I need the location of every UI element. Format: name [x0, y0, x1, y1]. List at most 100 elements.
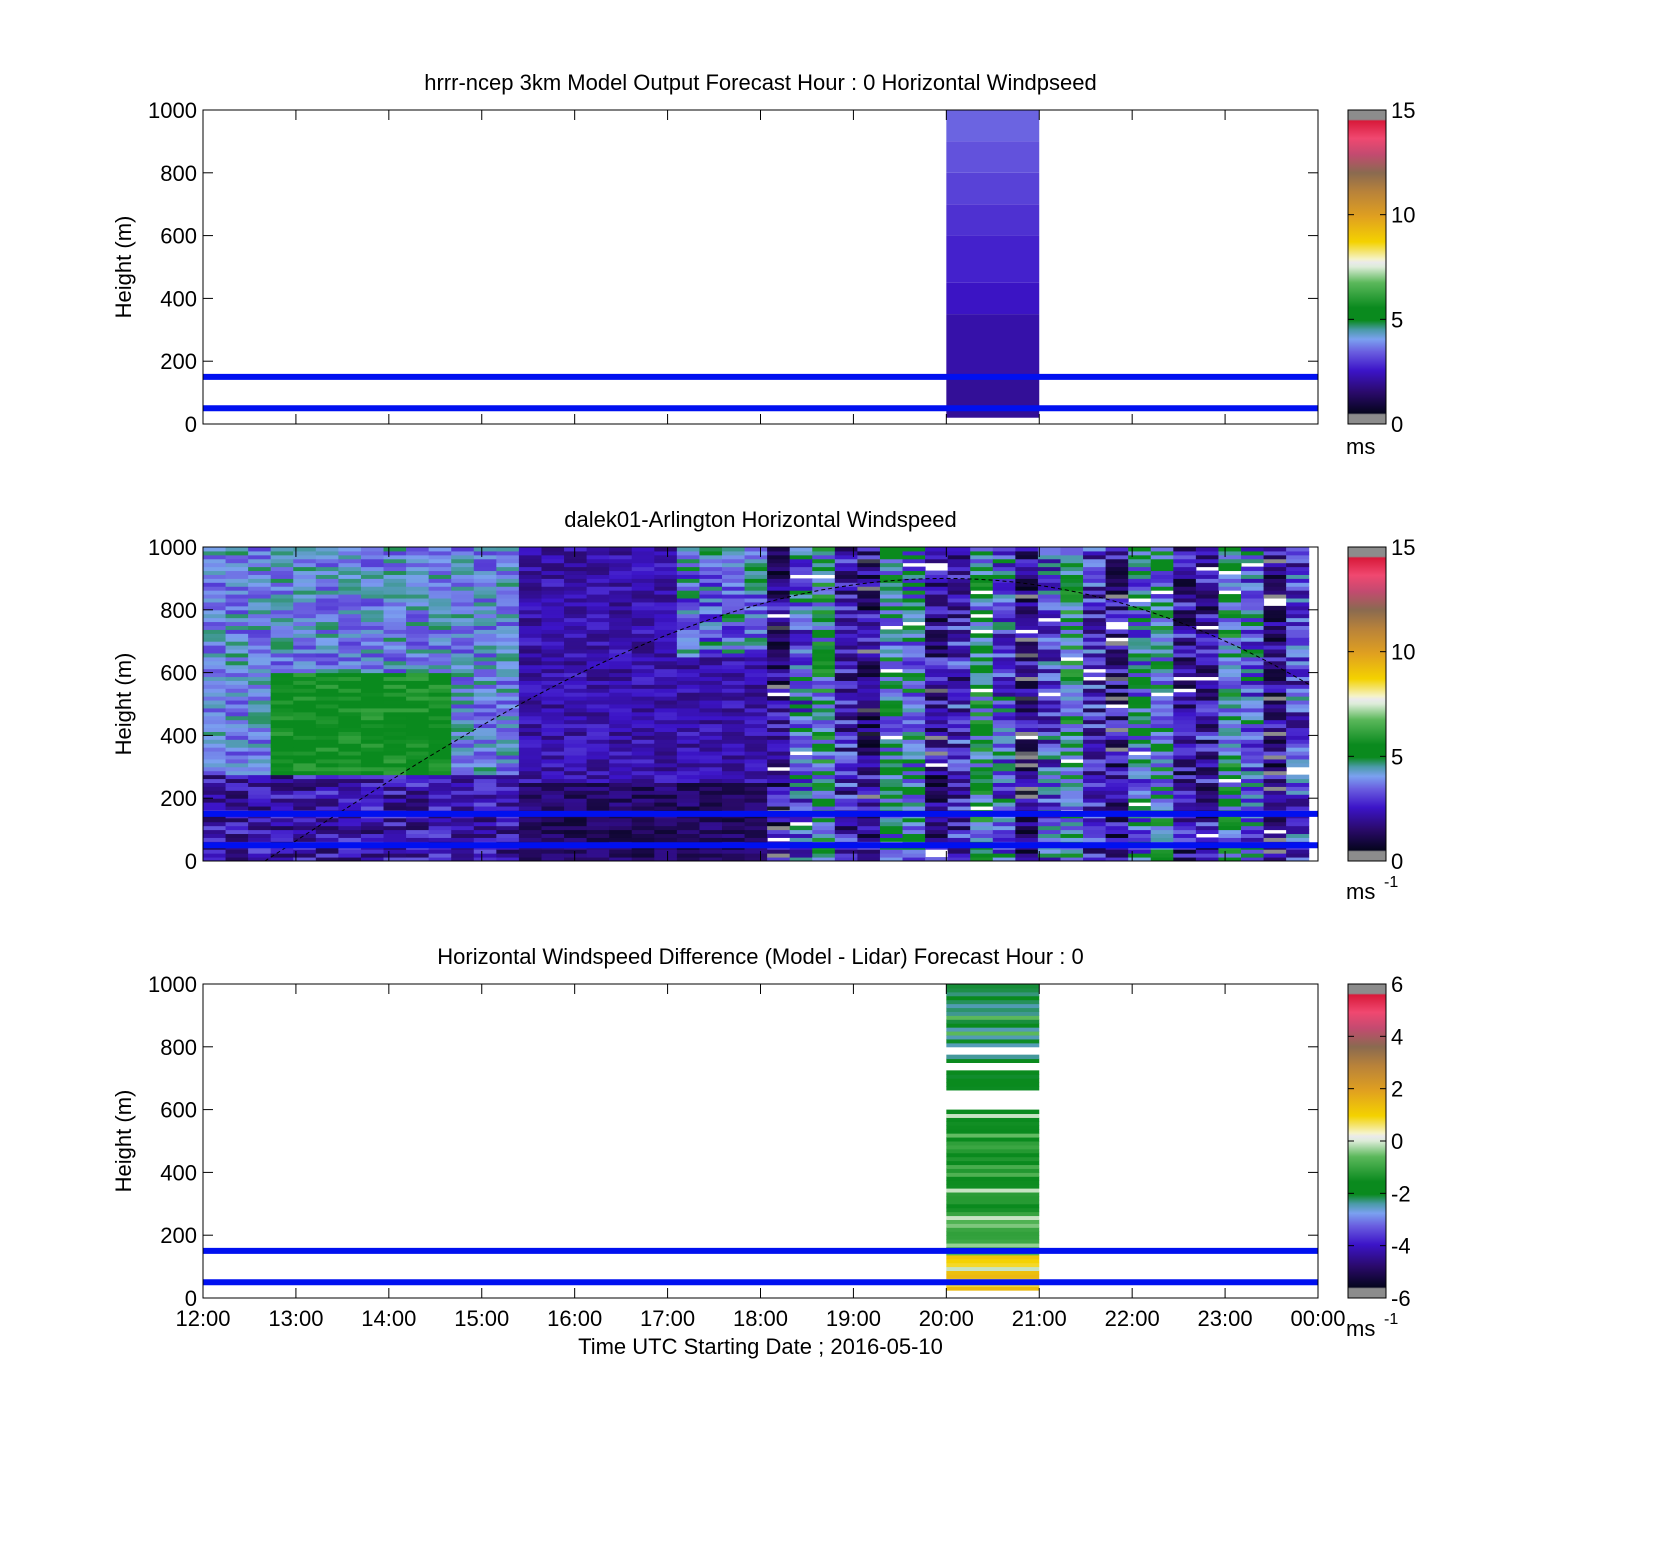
windspeed-cell [1037, 853, 1061, 858]
windspeed-cell [338, 766, 362, 772]
windspeed-cell [1037, 837, 1061, 842]
windspeed-cell [1083, 609, 1107, 615]
windspeed-cell [451, 758, 475, 764]
windspeed-cell [1241, 582, 1265, 587]
windspeed-cell [473, 582, 497, 587]
windspeed-cell [541, 609, 565, 615]
windspeed-cell [631, 586, 655, 591]
windspeed-cell [428, 727, 452, 732]
windspeed-cell [902, 700, 926, 705]
windspeed-cell [1263, 825, 1287, 831]
windspeed-cell [970, 656, 994, 662]
windspeed-cell [564, 731, 588, 736]
x-tick-label: 12:00 [175, 1306, 230, 1331]
windspeed-cell [1241, 664, 1265, 670]
windspeed-cell [992, 590, 1016, 595]
windspeed-cell [1150, 637, 1174, 642]
windspeed-cell [1128, 778, 1152, 783]
windspeed-cell [699, 613, 723, 619]
windspeed-cell [947, 778, 971, 783]
windspeed-cell [992, 684, 1016, 689]
windspeed-cell [586, 758, 610, 764]
windspeed-cell [1150, 790, 1174, 795]
windspeed-cell [970, 704, 994, 709]
windspeed-cell [902, 625, 926, 630]
windspeed-cell [1105, 558, 1129, 564]
windspeed-cell [1173, 692, 1197, 697]
windspeed-cell [541, 758, 565, 764]
windspeed-cell [767, 821, 791, 827]
windspeed-cell [428, 562, 452, 568]
windspeed-cell [676, 633, 700, 638]
colorbar-unit: ms [1346, 879, 1375, 904]
windspeed-cell [834, 598, 858, 603]
windspeed-cell [203, 601, 227, 607]
windspeed-cell [789, 692, 813, 697]
windspeed-cell [925, 770, 949, 776]
windspeed-cell [834, 668, 858, 674]
windspeed-cell [383, 837, 407, 842]
windspeed-cell [722, 766, 746, 772]
windspeed-cell [925, 837, 949, 842]
windspeed-cell [1241, 652, 1265, 658]
windspeed-cell [902, 704, 926, 709]
windspeed-cell [902, 582, 926, 587]
windspeed-cell [496, 766, 520, 772]
windspeed-cell [248, 837, 272, 842]
windspeed-cell [203, 684, 227, 689]
windspeed-cell [609, 700, 633, 705]
difference-cell [946, 987, 1040, 993]
windspeed-cell [1150, 711, 1174, 717]
windspeed-cell [609, 692, 633, 697]
windspeed-cell [609, 739, 633, 744]
windspeed-cell [676, 641, 700, 646]
windspeed-cell [428, 790, 452, 795]
windspeed-cell [1083, 704, 1107, 709]
windspeed-cell [1105, 696, 1129, 701]
windspeed-cell [879, 656, 904, 662]
windspeed-cell [609, 821, 633, 827]
windspeed-cell [225, 727, 249, 732]
windspeed-cell [1015, 594, 1039, 599]
windspeed-cell [789, 743, 813, 748]
windspeed-cell [654, 790, 678, 795]
windspeed-cell [722, 743, 746, 748]
windspeed-cell [925, 821, 949, 827]
windspeed-cell [428, 566, 452, 572]
windspeed-cell [1195, 711, 1219, 717]
windspeed-cell [1015, 770, 1039, 776]
windspeed-cell [360, 735, 385, 740]
windspeed-cell [248, 825, 272, 831]
windspeed-cell [789, 762, 813, 768]
windspeed-cell [518, 680, 542, 685]
windspeed-cell [428, 550, 452, 556]
windspeed-cell [631, 637, 655, 642]
windspeed-cell [925, 857, 949, 862]
windspeed-cell [270, 594, 294, 599]
windspeed-cell [1241, 719, 1265, 725]
windspeed-cell [1173, 672, 1197, 678]
difference-cell [946, 1144, 1040, 1150]
windspeed-cell [857, 778, 881, 783]
windspeed-cell [947, 649, 971, 654]
windspeed-cell [270, 621, 294, 626]
windspeed-cell [1218, 688, 1242, 693]
windspeed-cell [428, 778, 452, 783]
windspeed-cell [473, 547, 497, 552]
windspeed-cell [992, 613, 1016, 619]
windspeed-cell [925, 617, 949, 623]
windspeed-cell [789, 837, 813, 842]
windspeed-cell [1218, 853, 1242, 858]
windspeed-cell [1105, 605, 1129, 611]
windspeed-cell [947, 688, 971, 693]
windspeed-cell [1263, 849, 1287, 854]
windspeed-cell [834, 758, 858, 764]
windspeed-cell [1150, 715, 1174, 721]
windspeed-cell [338, 806, 362, 811]
windspeed-cell [699, 837, 723, 842]
windspeed-cell [315, 825, 339, 831]
windspeed-cell [1218, 652, 1242, 658]
windspeed-cell [879, 684, 904, 689]
windspeed-cell [970, 762, 994, 768]
windspeed-cell [1150, 652, 1174, 658]
